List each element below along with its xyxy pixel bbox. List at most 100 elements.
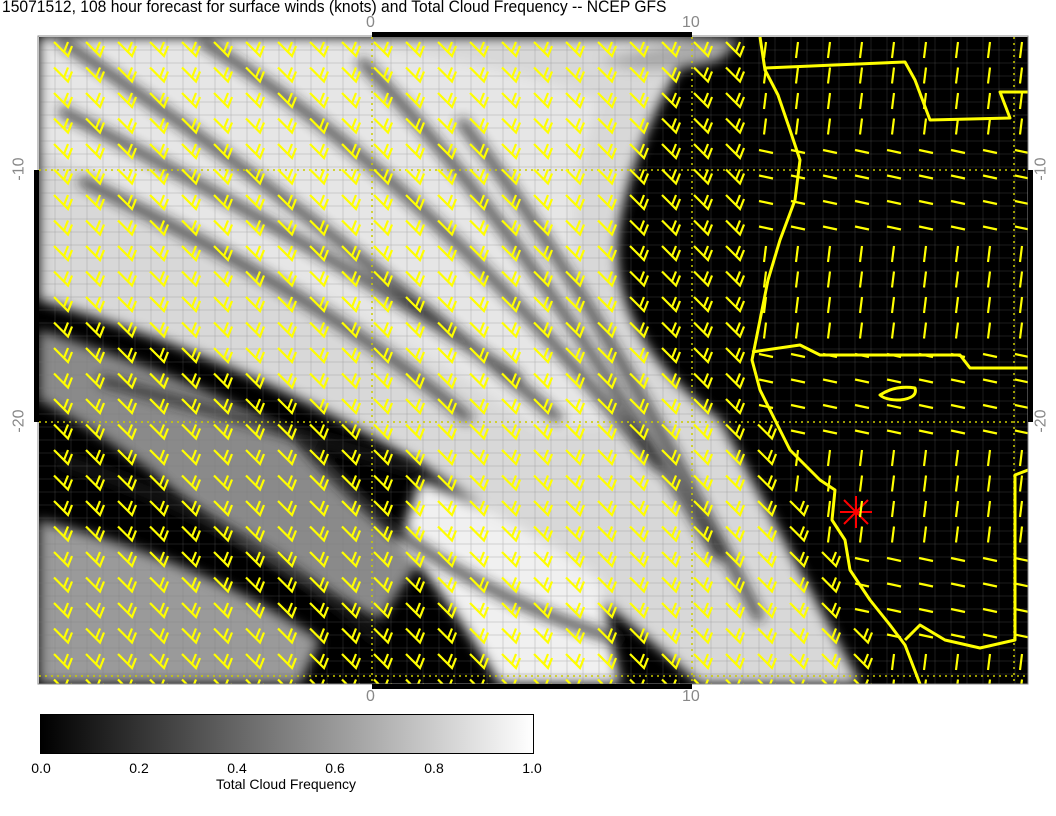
wind-barb — [794, 67, 800, 84]
wind-barb — [693, 143, 714, 160]
wind-barb — [629, 143, 650, 160]
colorbar-tick: 1.0 — [522, 760, 542, 776]
wind-barb — [757, 627, 778, 645]
wind-barb — [213, 551, 234, 568]
wind-barb — [117, 41, 138, 58]
wind-barb — [501, 678, 522, 684]
wind-barb — [821, 627, 842, 645]
wind-barb — [181, 117, 202, 135]
wind-barb — [117, 653, 138, 670]
wind-barb — [725, 627, 746, 645]
wind-barb — [661, 270, 682, 288]
wind-barb — [85, 321, 106, 339]
wind-barb — [661, 296, 682, 313]
wind-barb — [245, 270, 266, 288]
wind-barb — [53, 500, 74, 517]
wind-barb — [373, 92, 394, 109]
wind-barb — [117, 423, 138, 441]
wind-barb — [213, 627, 234, 645]
wind-barb — [469, 678, 490, 684]
wind-barb — [918, 378, 934, 384]
wind-barb — [986, 67, 992, 84]
wind-barb — [565, 219, 586, 237]
wind-barb — [565, 92, 586, 109]
wind-barb — [309, 500, 330, 517]
wind-barb — [149, 347, 170, 364]
wind-barb — [922, 449, 928, 467]
wind-barb — [950, 607, 966, 614]
wind-barb — [309, 270, 330, 288]
wind-barb — [533, 66, 554, 84]
wind-barb — [762, 296, 768, 314]
wind-barb — [181, 627, 202, 645]
wind-barb — [789, 627, 810, 645]
wind-barb — [629, 602, 650, 619]
wind-barb — [565, 551, 586, 568]
wind-barb — [501, 398, 522, 415]
wind-barb — [277, 423, 298, 441]
wind-barb — [213, 500, 234, 517]
wind-barb — [117, 551, 138, 568]
wind-barb — [213, 423, 234, 441]
wind-barb — [565, 627, 586, 645]
wind-barb — [85, 500, 106, 517]
wind-barb — [53, 423, 74, 441]
wind-barb — [794, 271, 800, 288]
wind-barb — [986, 526, 992, 543]
wind-barb — [982, 403, 998, 410]
wind-barb — [181, 296, 202, 313]
wind-barb — [213, 219, 234, 237]
wind-barb — [213, 270, 234, 288]
wind-barb — [725, 270, 746, 288]
wind-barb — [794, 92, 800, 110]
wind-barb — [245, 143, 266, 160]
wind-barb — [1018, 245, 1024, 263]
wind-barb — [437, 66, 458, 84]
wind-barb — [826, 526, 832, 543]
wind-barb — [341, 143, 362, 160]
wind-barb — [661, 525, 682, 543]
wind-barb — [373, 347, 394, 364]
wind-barb — [85, 474, 106, 492]
wind-barb — [918, 633, 934, 639]
wind-barb — [886, 225, 902, 231]
wind-barb — [469, 321, 490, 339]
wind-barb — [794, 245, 800, 263]
location-marker-icon — [840, 496, 872, 528]
wind-barb — [85, 551, 106, 568]
wind-barb — [982, 148, 998, 155]
colorbar-tick: 0.6 — [325, 760, 345, 776]
wind-barb — [469, 219, 490, 237]
wind-barb — [437, 168, 458, 186]
wind-barb — [954, 118, 960, 135]
wind-barb — [790, 378, 806, 384]
wind-barb — [405, 66, 426, 84]
wind-barb — [661, 551, 682, 568]
wind-barb — [181, 219, 202, 237]
wind-barb — [277, 41, 298, 58]
wind-barb — [469, 653, 490, 670]
wind-barb — [1018, 653, 1024, 671]
wind-barb — [794, 296, 800, 314]
wind-barb — [597, 219, 618, 237]
wind-barb — [661, 194, 682, 211]
wind-barb — [53, 92, 74, 109]
wind-barb — [373, 168, 394, 186]
wind-barb — [533, 653, 554, 670]
wind-barb — [277, 372, 298, 390]
wind-barb — [757, 576, 778, 594]
wind-barb — [790, 174, 806, 180]
wind-barb — [373, 194, 394, 211]
wind-barb — [892, 679, 896, 684]
wind-barb — [886, 174, 902, 180]
wind-barb — [277, 168, 298, 186]
wind-barb — [950, 633, 966, 639]
wind-barb — [85, 525, 106, 543]
wind-barb — [501, 347, 522, 364]
wind-barb — [277, 347, 298, 364]
wind-barb — [890, 271, 896, 288]
wind-barb — [245, 551, 266, 568]
wind-barb — [85, 372, 106, 390]
wind-barb — [956, 679, 960, 684]
wind-barb — [661, 602, 682, 619]
